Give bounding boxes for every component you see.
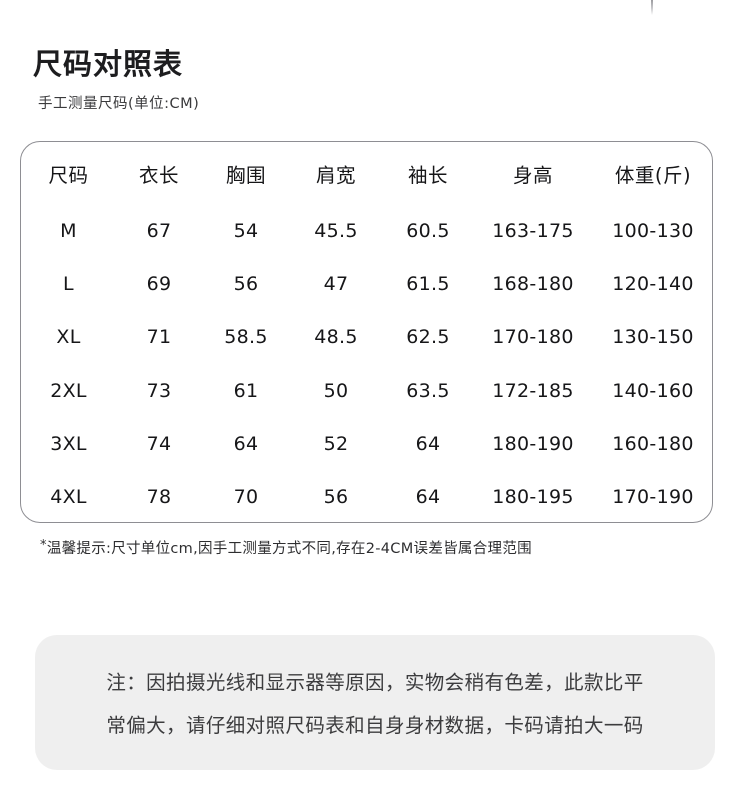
cell-sleeve: 62.5 — [406, 326, 450, 349]
cell-bust: 58.5 — [224, 326, 268, 349]
column-header-size: 尺码 — [48, 163, 89, 187]
column-header-weight: 体重(斤) — [614, 163, 692, 187]
cell-height: 170-180 — [492, 326, 574, 349]
cell-sleeve: 63.5 — [406, 379, 450, 402]
cell-size: XL — [56, 326, 81, 349]
table-row: L 69 56 47 61.5 168-180 120-140 — [21, 257, 714, 310]
cell-size: 2XL — [50, 379, 87, 402]
column-header-height: 身高 — [512, 163, 553, 187]
column-header-sleeve: 袖长 — [407, 163, 448, 187]
cell-height: 180-190 — [492, 432, 574, 455]
column-header-shoulder: 肩宽 — [315, 163, 356, 187]
cell-length: 67 — [146, 219, 172, 242]
cell-size: L — [63, 272, 74, 295]
cell-bust: 54 — [233, 219, 259, 242]
footnote-text: 温馨提示:尺寸单位cm,因手工测量方式不同,存在2-4CM误差皆属合理范围 — [46, 541, 532, 557]
edge-artifact-line — [651, 0, 653, 15]
cell-shoulder: 50 — [323, 379, 349, 402]
cell-weight: 160-180 — [612, 432, 694, 455]
page-title: 尺码对照表 — [33, 47, 184, 81]
cell-shoulder: 47 — [323, 272, 349, 295]
measurement-footnote: *温馨提示:尺寸单位cm,因手工测量方式不同,存在2-4CM误差皆属合理范围 — [40, 537, 532, 558]
cell-height: 168-180 — [492, 272, 574, 295]
cell-sleeve: 60.5 — [406, 219, 450, 242]
cell-shoulder: 48.5 — [314, 326, 358, 349]
size-table-container: 尺码 衣长 胸围 肩宽 袖长 身高 体重(斤) M 67 54 45.5 60.… — [20, 141, 713, 523]
cell-length: 69 — [146, 272, 172, 295]
cell-bust: 56 — [233, 272, 259, 295]
cell-height: 180-195 — [492, 486, 574, 509]
cell-sleeve: 61.5 — [406, 272, 450, 295]
cell-length: 78 — [146, 486, 172, 509]
table-header-row: 尺码 衣长 胸围 肩宽 袖长 身高 体重(斤) — [21, 142, 714, 204]
cell-length: 73 — [146, 379, 172, 402]
disclaimer-note-box: 注：因拍摄光线和显示器等原因，实物会稍有色差，此款比平 常偏大，请仔细对照尺码表… — [35, 635, 715, 770]
cell-weight: 170-190 — [612, 486, 694, 509]
cell-shoulder: 56 — [323, 486, 349, 509]
cell-height: 163-175 — [492, 219, 574, 242]
cell-height: 172-185 — [492, 379, 574, 402]
column-header-length: 衣长 — [138, 163, 179, 187]
table-row: XL 71 58.5 48.5 62.5 170-180 130-150 — [21, 311, 714, 364]
table-row: 2XL 73 61 50 63.5 172-185 140-160 — [21, 364, 714, 417]
cell-shoulder: 52 — [323, 432, 349, 455]
table-row: M 67 54 45.5 60.5 163-175 100-130 — [21, 204, 714, 257]
cell-size: 4XL — [50, 486, 87, 509]
cell-bust: 70 — [233, 486, 259, 509]
footnote-asterisk: * — [40, 538, 47, 553]
column-header-bust: 胸围 — [225, 163, 266, 187]
cell-bust: 64 — [233, 432, 259, 455]
cell-sleeve: 64 — [415, 432, 441, 455]
page-subtitle: 手工测量尺码(单位:CM) — [38, 96, 200, 112]
cell-weight: 140-160 — [612, 379, 694, 402]
size-table: 尺码 衣长 胸围 肩宽 袖长 身高 体重(斤) M 67 54 45.5 60.… — [21, 142, 714, 524]
cell-size: 3XL — [50, 432, 87, 455]
cell-length: 74 — [146, 432, 172, 455]
cell-shoulder: 45.5 — [314, 219, 358, 242]
table-row: 4XL 78 70 56 64 180-195 170-190 — [21, 470, 714, 523]
cell-bust: 61 — [233, 379, 259, 402]
cell-sleeve: 64 — [415, 486, 441, 509]
disclaimer-line-1: 注：因拍摄光线和显示器等原因，实物会稍有色差，此款比平 — [106, 671, 644, 694]
cell-weight: 120-140 — [612, 272, 694, 295]
cell-size: M — [60, 219, 77, 242]
table-row: 3XL 74 64 52 64 180-190 160-180 — [21, 417, 714, 470]
disclaimer-line-2: 常偏大，请仔细对照尺码表和自身身材数据，卡码请拍大一码 — [106, 714, 644, 737]
cell-weight: 130-150 — [612, 326, 694, 349]
cell-weight: 100-130 — [612, 219, 694, 242]
cell-length: 71 — [146, 326, 172, 349]
